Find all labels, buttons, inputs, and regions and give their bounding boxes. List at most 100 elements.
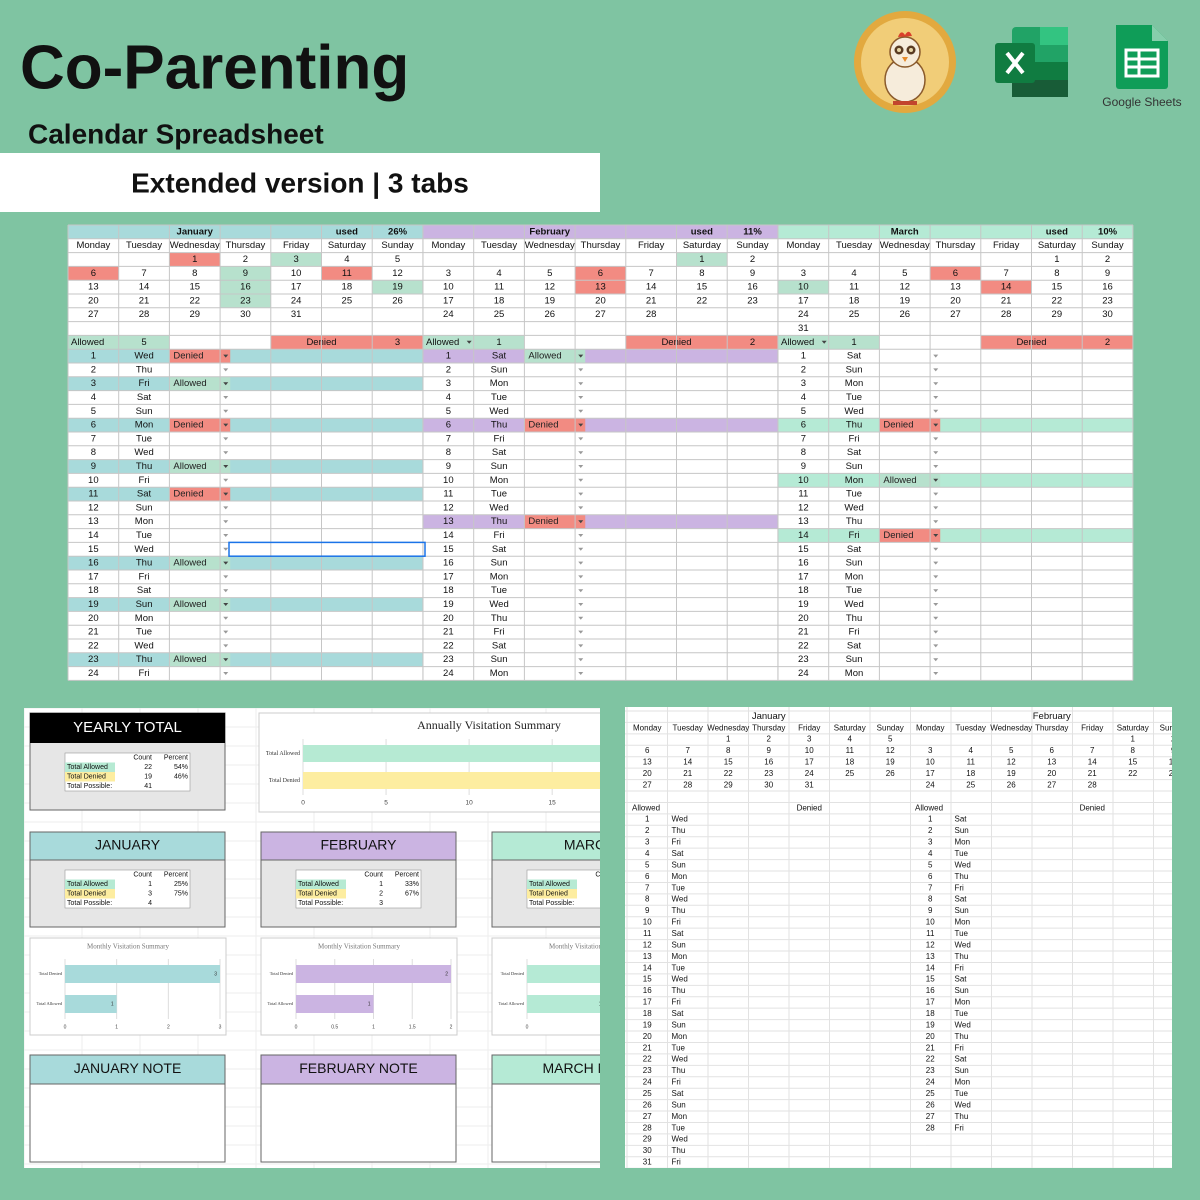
- day-number: 14: [443, 530, 454, 541]
- dropdown-arrow: [223, 575, 229, 579]
- category-label: Total Denied: [501, 971, 525, 976]
- day-number: 5: [801, 406, 806, 417]
- row-count: 3: [379, 900, 383, 907]
- day-number: 7: [446, 433, 451, 444]
- calendar-day: 24: [291, 295, 302, 306]
- day-number: 14: [88, 530, 99, 541]
- dropdown-arrow: [578, 534, 584, 537]
- day-number: 8: [446, 447, 451, 458]
- day-number: 12: [643, 940, 652, 949]
- calendar-day: 9: [1171, 746, 1176, 755]
- day-name: Fri: [672, 1158, 682, 1167]
- calendar-day: 17: [798, 295, 809, 306]
- dropdown-arrow: [578, 478, 584, 482]
- day-name: Sat: [137, 489, 152, 500]
- calendar-day: 15: [1052, 282, 1063, 293]
- dropdown-arrow: [223, 506, 229, 510]
- day-name: Fri: [672, 918, 682, 927]
- used-percent: 10%: [1098, 226, 1118, 237]
- dropdown-arrow: [578, 672, 584, 675]
- dropdown-arrow: [933, 534, 939, 537]
- month-name: February: [529, 226, 570, 237]
- day-name: Wed: [134, 447, 153, 458]
- row-percent: 25%: [174, 881, 188, 888]
- day-name: Sun: [955, 1066, 969, 1075]
- day-name: Thu: [136, 364, 152, 375]
- day-number: 3: [446, 378, 451, 389]
- row-highlight: [68, 652, 423, 667]
- bar: [527, 965, 600, 983]
- dropdown-arrow: [223, 423, 229, 427]
- calendar-day: 21: [1001, 295, 1012, 306]
- summary-denied: [270, 335, 423, 350]
- day-name: Tue: [672, 883, 686, 892]
- x-tick-label: 0.5: [331, 1024, 338, 1030]
- weekday-header: Tuesday: [126, 240, 162, 251]
- note-header: [491, 1054, 600, 1085]
- day-highlight: [676, 252, 728, 267]
- banner: [0, 153, 600, 212]
- day-number: 24: [643, 1078, 652, 1087]
- calendar-day: 5: [1009, 746, 1014, 755]
- day-number: 21: [88, 627, 99, 638]
- row-label: Total Allowed: [67, 764, 108, 771]
- calendar-day: 23: [747, 295, 758, 306]
- dropdown-arrow: [578, 589, 584, 593]
- yearly-header: [30, 713, 225, 743]
- row-label: Total Denied: [298, 891, 337, 898]
- day-number: 21: [643, 1043, 652, 1052]
- row-label: Total Allowed: [298, 881, 339, 888]
- day-name: Tue: [491, 392, 507, 403]
- day-number: 20: [88, 613, 99, 624]
- weekday-header: Monday: [633, 723, 661, 732]
- day-name: Mon: [672, 1112, 688, 1121]
- day-name: Mon: [845, 571, 863, 582]
- weekday-header: Friday: [798, 723, 820, 732]
- day-name: Fri: [139, 668, 150, 679]
- day-name: Thu: [491, 420, 507, 431]
- weekday-header: Thursday: [752, 723, 785, 732]
- summary-count: 1: [851, 337, 856, 348]
- day-name: Wed: [489, 406, 508, 417]
- table-header: Percent: [395, 872, 419, 879]
- day-number: 18: [443, 585, 454, 596]
- dropdown-arrow: [223, 368, 229, 372]
- dropdown-arrow: [223, 547, 229, 551]
- calendar-day: 12: [392, 268, 403, 279]
- dropdown-arrow: [933, 616, 939, 620]
- label-cell: [527, 879, 577, 889]
- day-number: 26: [643, 1100, 652, 1109]
- day-number: 13: [798, 516, 809, 527]
- calendar-day: 13: [1047, 758, 1056, 767]
- month-title: JANUARY: [95, 837, 161, 853]
- day-name: Mon: [955, 838, 971, 847]
- calendar-day: 22: [697, 295, 708, 306]
- weekday-header: Wednesday: [525, 240, 575, 251]
- row-highlight: [68, 487, 423, 501]
- day-name: Tue: [955, 849, 969, 858]
- day-highlight: [930, 266, 981, 281]
- calendar-day: 7: [1090, 746, 1095, 755]
- day-name: Mon: [845, 378, 863, 389]
- day-number: 24: [88, 668, 99, 679]
- label-cell: [65, 889, 115, 899]
- summary-label: Denied: [797, 803, 822, 812]
- x-tick-label: 0: [526, 1024, 529, 1030]
- calendar-day: 3: [446, 268, 451, 279]
- x-tick-label: 1: [115, 1024, 118, 1030]
- status-cell: [169, 487, 231, 501]
- calendar-day: 17: [805, 758, 814, 767]
- category-label: Total Denied: [270, 971, 294, 976]
- day-name: Fri: [494, 433, 505, 444]
- day-highlight: [575, 280, 626, 294]
- day-name: Thu: [955, 1112, 969, 1121]
- dropdown-arrow: [933, 492, 939, 496]
- day-name: Sat: [672, 1009, 685, 1018]
- calendar-day: 5: [888, 735, 893, 744]
- day-name: Thu: [846, 613, 862, 624]
- month-header: [778, 225, 1133, 239]
- calendar-day: 18: [966, 769, 975, 778]
- row-percent: 33%: [405, 881, 419, 888]
- day-number: 10: [926, 918, 935, 927]
- bar: [303, 745, 600, 762]
